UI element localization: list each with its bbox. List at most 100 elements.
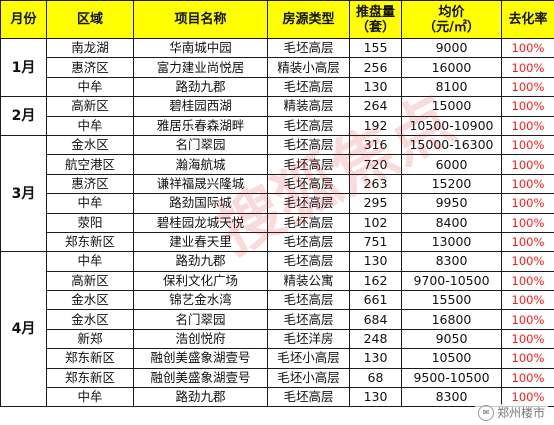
type-cell: 毛坯高层 — [267, 231, 350, 253]
table-row: 荥阳 碧桂园龙城天悦 毛坯高层 102 8400 100% — [1, 212, 554, 233]
price-cell: 15500 — [401, 290, 502, 311]
rate-cell: 100% — [501, 348, 554, 369]
price-cell: 8400 — [401, 212, 502, 233]
rate-cell: 100% — [501, 309, 554, 330]
type-cell: 毛坯高层 — [267, 309, 350, 330]
supply-cell: 155 — [349, 37, 402, 59]
project-cell: 融创美盛象湖壹号 — [133, 348, 268, 369]
header-supply-line1: 推盘量 — [355, 4, 395, 20]
month-cell: 4月 — [0, 251, 47, 408]
supply-cell: 684 — [349, 309, 402, 330]
district-cell: 金水区 — [46, 290, 134, 311]
rate-cell: 100% — [501, 193, 554, 214]
rate-cell: 100% — [501, 134, 554, 156]
header-price-line2: （元/㎡） — [423, 19, 480, 35]
project-cell: 保利文化广场 — [133, 270, 268, 292]
supply-cell: 295 — [349, 193, 402, 214]
district-cell: 金水区 — [46, 309, 134, 330]
table-row: 新郑 浩创悦府 毛坯洋房 248 9050 100% — [1, 328, 554, 350]
project-cell: 富力建业尚悦居 — [133, 57, 268, 78]
type-cell: 毛坯小高层 — [267, 348, 350, 369]
price-cell: 9050 — [401, 328, 502, 350]
project-cell: 名门翠园 — [133, 309, 268, 330]
supply-cell: 316 — [349, 134, 402, 156]
rate-cell: 100% — [501, 251, 554, 272]
supply-cell: 130 — [349, 76, 402, 98]
project-cell: 浩创悦府 — [133, 328, 268, 350]
wechat-icon: ✉ — [477, 404, 494, 421]
rate-cell: 100% — [501, 270, 554, 292]
district-cell: 郑东新区 — [46, 231, 134, 253]
table-row: 3月 金水区 名门翠园 毛坯高层 316 15000-16300 100% — [0, 134, 554, 253]
price-cell: 9000 — [401, 37, 502, 59]
supply-cell: 192 — [349, 115, 402, 136]
supply-cell: 130 — [349, 348, 402, 369]
corner-logo-text: 郑州楼市 — [496, 406, 545, 420]
header-price: 均价 （元/㎡） — [401, 0, 502, 39]
rate-cell: 100% — [501, 96, 554, 117]
price-cell: 15000-16300 — [401, 134, 502, 156]
district-cell: 惠济区 — [46, 173, 134, 195]
rate-cell: 100% — [501, 37, 554, 59]
header-month: 月份 — [0, 0, 47, 39]
header-rate: 去化率 — [501, 0, 554, 39]
header-supply-line2: （套） — [355, 19, 395, 35]
table-row: 航空港区 瀚海航城 毛坯高层 720 6000 100% — [1, 154, 554, 175]
type-cell: 毛坯高层 — [267, 115, 350, 136]
month-cell: 3月 — [0, 134, 47, 253]
supply-cell: 68 — [349, 367, 402, 389]
table-row: 中牟 路劲九郡 毛坯高层 130 8300 100% — [1, 387, 554, 408]
rate-cell: 100% — [501, 115, 554, 136]
district-cell: 金水区 — [46, 134, 134, 156]
supply-cell: 248 — [349, 328, 402, 350]
project-cell: 名门翠园 — [133, 134, 268, 156]
table-row: 郑东新区 融创美盛象湖壹号 毛坯小高层 130 10500 100% — [1, 348, 554, 369]
project-cell: 路劲九郡 — [133, 251, 268, 272]
district-cell: 郑东新区 — [46, 348, 134, 369]
district-cell: 惠济区 — [46, 57, 134, 78]
price-cell: 9500-10500 — [401, 367, 502, 389]
month-cell: 2月 — [0, 96, 47, 136]
district-cell: 中牟 — [46, 76, 134, 98]
price-cell: 13000 — [401, 231, 502, 253]
table-row: 惠济区 谦祥福晟兴隆城 毛坯高层 263 15200 100% — [1, 173, 554, 195]
table-row: 郑东新区 建业春天里 毛坯高层 751 13000 100% — [1, 231, 554, 253]
type-cell: 毛坯高层 — [267, 173, 350, 195]
type-cell: 毛坯高层 — [267, 76, 350, 98]
type-cell: 毛坯高层 — [267, 251, 350, 272]
price-cell: 16800 — [401, 309, 502, 330]
district-cell: 中牟 — [46, 193, 134, 214]
project-cell: 路劲九郡 — [133, 76, 268, 98]
price-cell: 16000 — [401, 57, 502, 78]
project-cell: 碧桂园龙城天悦 — [133, 212, 268, 233]
project-cell: 融创美盛象湖壹号 — [133, 367, 268, 389]
supply-cell: 720 — [349, 154, 402, 175]
header-supply: 推盘量 （套） — [349, 0, 402, 39]
table-row: 1月 南龙湖 华南城中园 毛坯高层 155 9000 100% — [0, 37, 554, 98]
project-cell: 路劲国际城 — [133, 193, 268, 214]
rate-cell: 100% — [501, 328, 554, 350]
header-type: 房源类型 — [267, 0, 350, 39]
type-cell: 毛坯高层 — [267, 193, 350, 214]
table-row: 郑东新区 融创美盛象湖壹号 毛坯小高层 68 9500-10500 100% — [1, 367, 554, 389]
table-row: 4月 中牟 路劲九郡 毛坯高层 130 8300 100% — [0, 251, 554, 408]
project-cell: 谦祥福晟兴隆城 — [133, 173, 268, 195]
header-row: 月份 区域 项目名称 房源类型 推盘量 （套） 均价 （元/㎡） 去化率 — [0, 0, 554, 39]
rate-cell: 100% — [501, 367, 554, 389]
project-cell: 碧桂园西湖 — [133, 96, 268, 117]
project-cell: 路劲九郡 — [133, 387, 268, 408]
price-cell: 15000 — [401, 96, 502, 117]
district-cell: 高新区 — [46, 96, 134, 117]
rate-cell: 100% — [501, 57, 554, 78]
header-project: 项目名称 — [133, 0, 268, 39]
supply-cell: 256 — [349, 57, 402, 78]
header-price-line1: 均价 — [438, 4, 465, 20]
supply-cell: 264 — [349, 96, 402, 117]
supply-cell: 661 — [349, 290, 402, 311]
supply-cell: 130 — [349, 387, 402, 408]
type-cell: 毛坯洋房 — [267, 328, 350, 350]
project-cell: 瀚海航城 — [133, 154, 268, 175]
supply-cell: 102 — [349, 212, 402, 233]
project-cell: 建业春天里 — [133, 231, 268, 253]
